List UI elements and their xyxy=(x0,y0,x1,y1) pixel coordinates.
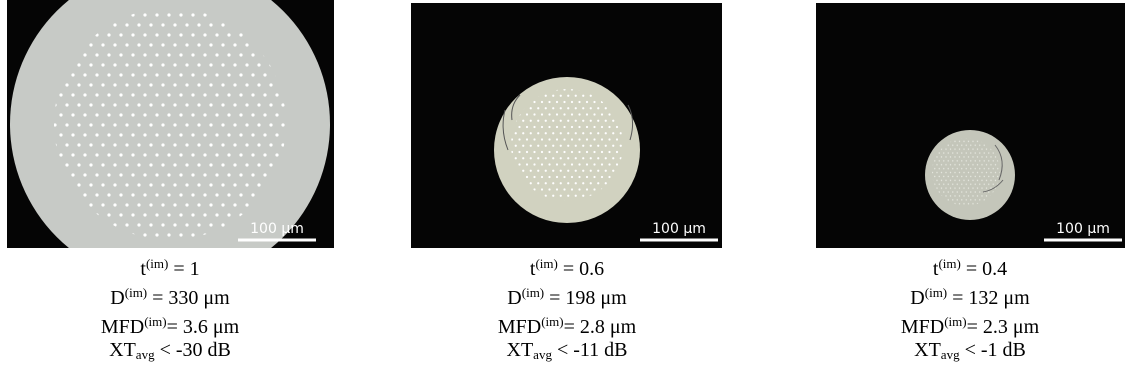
value: = 330 μm xyxy=(147,287,230,309)
caption-line: XTavg < -30 dB xyxy=(20,339,320,366)
caption-line: D(im) = 198 μm xyxy=(417,281,717,310)
superscript: (im) xyxy=(145,256,169,271)
symbol: t xyxy=(932,258,939,280)
scale-label: 100 μm xyxy=(250,221,304,237)
symbol: MFD xyxy=(497,316,542,338)
value: = 0.6 xyxy=(557,258,605,280)
superscript: (im) xyxy=(924,285,948,300)
superscript: (im) xyxy=(535,256,558,271)
superscript: (im) xyxy=(541,314,564,329)
caption-line: MFD(im)= 3.6 μm xyxy=(20,310,320,339)
subscript: avg xyxy=(135,347,155,362)
symbol: XT xyxy=(914,339,941,361)
symbol: MFD xyxy=(100,316,145,338)
caption-line: D(im) = 132 μm xyxy=(820,281,1120,310)
superscript: (im) xyxy=(521,285,545,300)
caption-line: MFD(im)= 2.8 μm xyxy=(417,310,717,339)
symbol: XT xyxy=(506,339,534,361)
subscript: avg xyxy=(940,347,960,362)
symbol: t xyxy=(140,258,146,280)
subscript: avg xyxy=(533,347,552,362)
caption: t(im) = 0.6 D(im) = 198 μm MFD(im)= 2.8 μm… xyxy=(417,252,717,366)
caption-line: MFD(im)= 2.3 μm xyxy=(820,310,1120,339)
value: < -1 dB xyxy=(959,339,1026,361)
value: = 1 xyxy=(168,258,200,280)
caption-line: t(im) = 0.4 xyxy=(820,252,1120,281)
value: = 2.8 μm xyxy=(563,316,637,338)
scale-label: 100 μm xyxy=(1056,221,1110,237)
superscript: (im) xyxy=(944,314,967,329)
value: < -11 dB xyxy=(551,339,628,361)
image-3: 100 μm xyxy=(816,3,1125,248)
caption-line: t(im) = 0.6 xyxy=(417,252,717,281)
value: = 3.6 μm xyxy=(166,316,240,338)
superscript: (im) xyxy=(938,256,961,271)
value: < -30 dB xyxy=(154,339,231,361)
symbol: D xyxy=(507,287,522,309)
scale-label: 100 μm xyxy=(652,221,706,237)
caption-line: XTavg < -1 dB xyxy=(820,339,1120,366)
value: = 132 μm xyxy=(947,287,1030,309)
caption: t(im) = 1 D(im) = 330 μm MFD(im)= 3.6 μm XT… xyxy=(20,252,320,366)
caption-line: D(im) = 330 μm xyxy=(20,281,320,310)
image-2: 100 μm xyxy=(411,3,722,248)
symbol: t xyxy=(529,258,536,280)
symbol: D xyxy=(910,287,925,309)
symbol: D xyxy=(110,287,125,309)
caption: t(im) = 0.4 D(im) = 132 μm MFD(im)= 2.3 μm… xyxy=(820,252,1120,366)
caption-line: t(im) = 1 xyxy=(20,252,320,281)
superscript: (im) xyxy=(144,314,167,329)
images: 100 μm 100 μm 100 μm xyxy=(7,0,1125,248)
symbol: XT xyxy=(109,339,136,361)
value: = 0.4 xyxy=(960,258,1008,280)
caption-line: XTavg < -11 dB xyxy=(417,339,717,366)
value: = 2.3 μm xyxy=(966,316,1040,338)
symbol: MFD xyxy=(900,316,945,338)
image-1: 100 μm xyxy=(7,0,334,248)
superscript: (im) xyxy=(124,285,148,300)
value: = 198 μm xyxy=(544,287,627,309)
